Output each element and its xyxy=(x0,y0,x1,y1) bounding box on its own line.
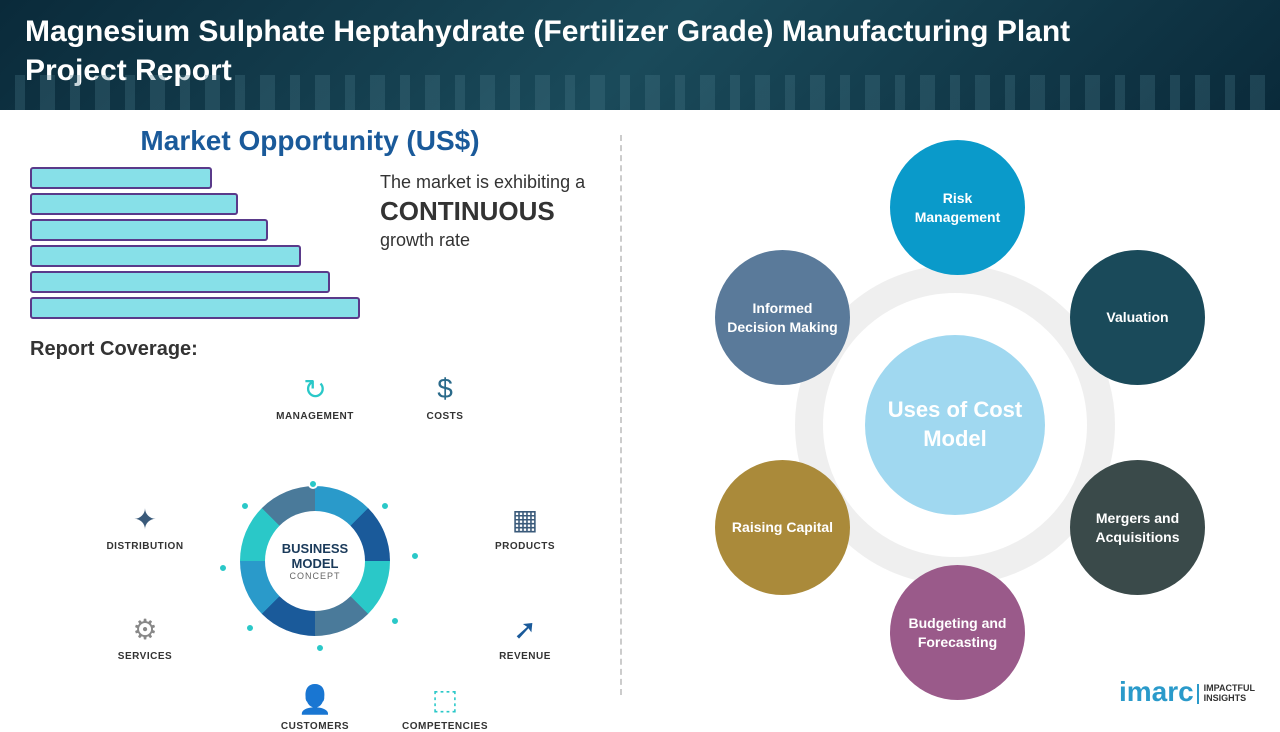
ring-dot-6 xyxy=(218,563,228,573)
cost-model-center: Uses of Cost Model xyxy=(865,335,1045,515)
cost-node-5: Informed Decision Making xyxy=(715,250,850,385)
ring-dot-5 xyxy=(245,623,255,633)
growth-line-1: The market is exhibiting a xyxy=(380,172,585,192)
biz-node-costs: $ COSTS xyxy=(390,371,500,422)
imarc-logo: imarcIMPACTFULINSIGHTS xyxy=(1119,676,1255,708)
bar-2 xyxy=(30,219,268,241)
growth-line-2: growth rate xyxy=(380,230,470,250)
biz-node-management: ↻ MANAGEMENT xyxy=(260,371,370,422)
main-content: Market Opportunity (US$) The market is e… xyxy=(0,110,1280,720)
cost-node-2: Mergers and Acquisitions xyxy=(1070,460,1205,595)
vertical-divider xyxy=(620,135,622,695)
right-panel: Uses of Cost Model Risk Management Valuat… xyxy=(620,110,1280,720)
bar-5 xyxy=(30,297,360,319)
skyline-decoration xyxy=(0,75,1280,110)
ring-dot-7 xyxy=(240,501,250,511)
cost-node-0: Risk Management xyxy=(890,140,1025,275)
services-icon: ⚙ xyxy=(127,611,163,647)
biz-node-label: COMPETENCIES xyxy=(390,721,500,732)
biz-node-revenue: ➚ REVENUE xyxy=(470,611,580,662)
biz-node-competencies: ⬚ COMPETENCIES xyxy=(390,681,500,732)
ring-dot-2 xyxy=(410,551,420,561)
cost-model-diagram: Uses of Cost Model Risk Management Valuat… xyxy=(640,125,1260,705)
biz-node-customers: 👤 CUSTOMERS xyxy=(260,681,370,732)
biz-node-label: COSTS xyxy=(390,411,500,422)
biz-node-distribution: ✦ DISTRIBUTION xyxy=(90,501,200,552)
biz-node-label: MANAGEMENT xyxy=(260,411,370,422)
ring-dot-4 xyxy=(315,643,325,653)
biz-node-label: REVENUE xyxy=(470,651,580,662)
header-banner: Magnesium Sulphate Heptahydrate (Fertili… xyxy=(0,0,1280,110)
center-line-1: BUSINESS xyxy=(282,541,348,556)
business-model-diagram: BUSINESS MODEL CONCEPT ↻ MANAGEMENT $ COSTS… xyxy=(30,371,590,721)
market-opportunity-title: Market Opportunity (US$) xyxy=(30,125,590,157)
ring-dot-1 xyxy=(380,501,390,511)
left-panel: Market Opportunity (US$) The market is e… xyxy=(0,110,620,720)
growth-text: The market is exhibiting a CONTINUOUS gr… xyxy=(380,167,590,323)
business-model-center: BUSINESS MODEL CONCEPT xyxy=(265,511,365,611)
center-line-3: CONCEPT xyxy=(289,571,340,581)
bar-chart xyxy=(30,167,360,323)
biz-node-label: PRODUCTS xyxy=(470,541,580,552)
bar-3 xyxy=(30,245,301,267)
biz-node-label: DISTRIBUTION xyxy=(90,541,200,552)
ring-dot-0 xyxy=(308,479,318,489)
growth-big-word: CONTINUOUS xyxy=(380,196,590,227)
bars-section: The market is exhibiting a CONTINUOUS gr… xyxy=(30,167,590,323)
biz-node-label: SERVICES xyxy=(90,651,200,662)
center-line-2: MODEL xyxy=(292,556,339,571)
customers-icon: 👤 xyxy=(297,681,333,717)
products-icon: ▦ xyxy=(507,501,543,537)
biz-node-products: ▦ PRODUCTS xyxy=(470,501,580,552)
bar-1 xyxy=(30,193,238,215)
logo-text: imarc xyxy=(1119,676,1194,707)
cost-node-4: Raising Capital xyxy=(715,460,850,595)
cost-center-text: Uses of Cost Model xyxy=(865,396,1045,453)
cost-node-3: Budgeting and Forecasting xyxy=(890,565,1025,700)
costs-icon: $ xyxy=(427,371,463,407)
logo-tagline: IMPACTFULINSIGHTS xyxy=(1197,684,1255,704)
biz-node-label: CUSTOMERS xyxy=(260,721,370,732)
bar-4 xyxy=(30,271,330,293)
management-icon: ↻ xyxy=(297,371,333,407)
competencies-icon: ⬚ xyxy=(427,681,463,717)
bar-0 xyxy=(30,167,212,189)
title-line-1: Magnesium Sulphate Heptahydrate (Fertili… xyxy=(25,15,1070,48)
cost-node-1: Valuation xyxy=(1070,250,1205,385)
coverage-title: Report Coverage: xyxy=(30,338,590,361)
ring-dot-3 xyxy=(390,616,400,626)
distribution-icon: ✦ xyxy=(127,501,163,537)
biz-node-services: ⚙ SERVICES xyxy=(90,611,200,662)
revenue-icon: ➚ xyxy=(507,611,543,647)
